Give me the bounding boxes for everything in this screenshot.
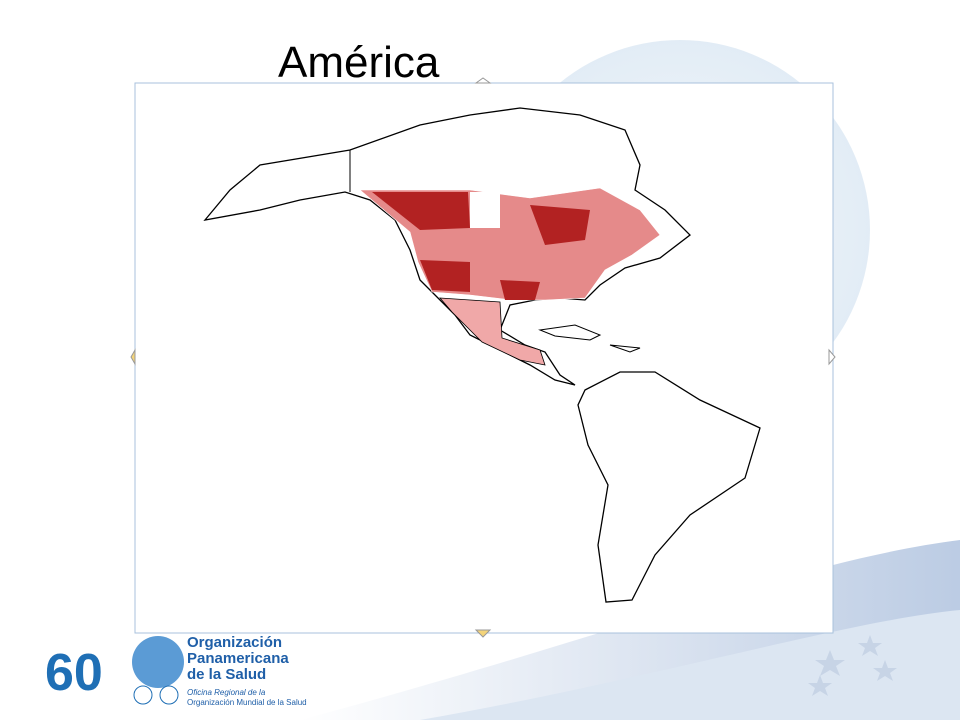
logo-number: 60	[45, 644, 103, 702]
logo-emblem	[159, 685, 179, 705]
office-name: Organización Mundial de la Salud	[187, 698, 307, 707]
choropleth-empty	[470, 192, 500, 228]
logo-globe	[132, 636, 184, 688]
office-name: Oficina Regional de la	[187, 688, 266, 697]
caribbean	[538, 324, 641, 353]
org-name: Panamericana	[187, 650, 289, 667]
logo-emblem	[133, 685, 153, 705]
selection-handles[interactable]	[130, 77, 836, 638]
org-name: de la Salud	[187, 666, 266, 683]
map-picture[interactable]	[130, 77, 836, 638]
org-name: Organización	[187, 634, 282, 651]
slide-title: América	[278, 38, 440, 87]
choropleth-high	[372, 192, 590, 300]
south-america	[577, 371, 761, 603]
stars	[808, 635, 897, 696]
mexico	[439, 297, 546, 366]
logo: 60 Organización Panamericana de la Salud…	[45, 634, 307, 707]
